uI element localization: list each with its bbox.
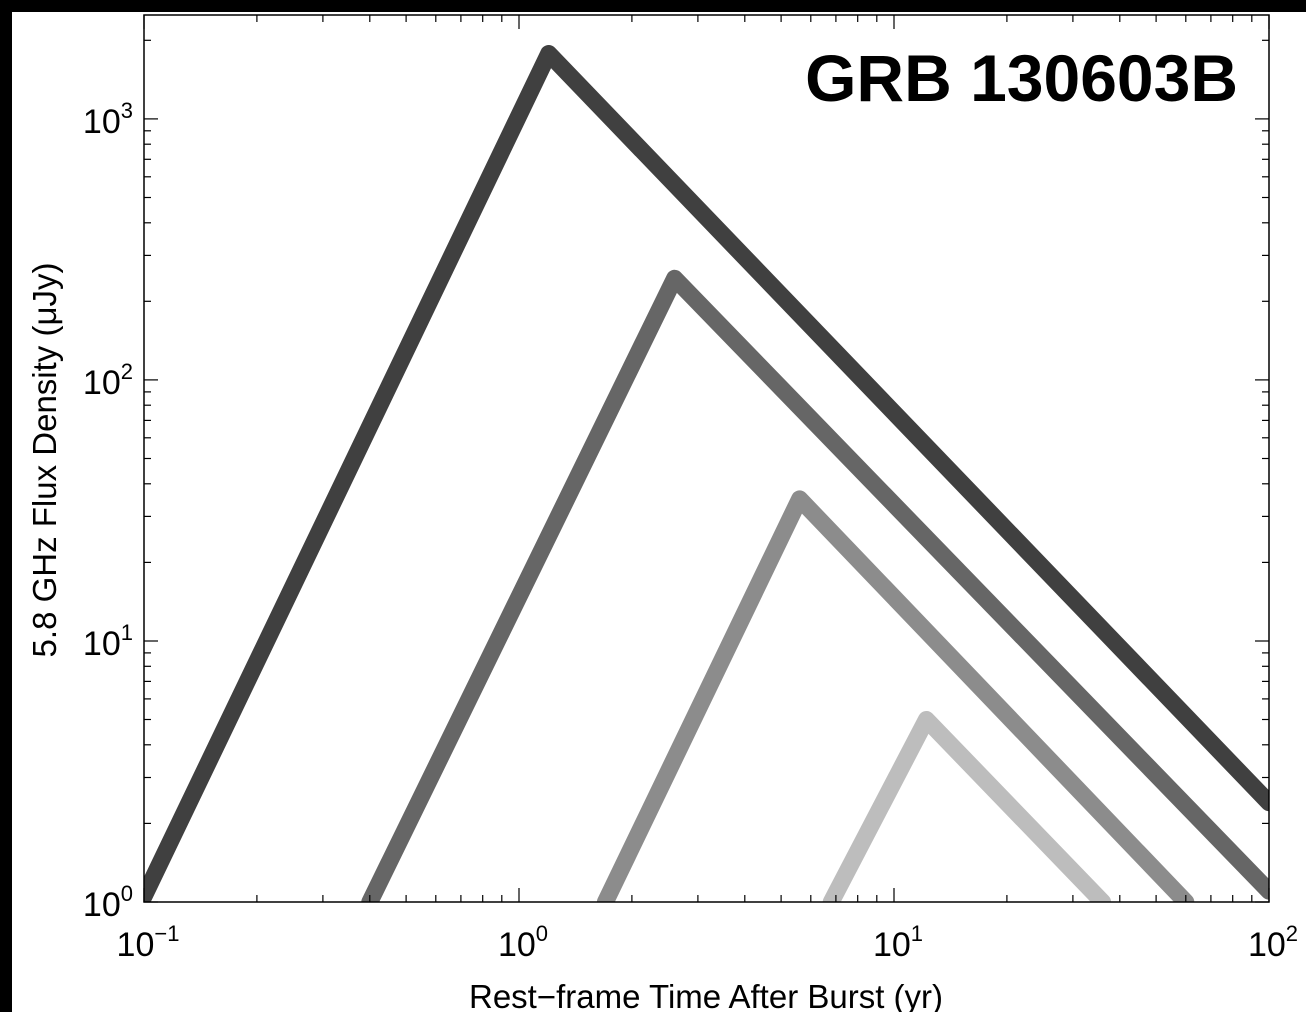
tick-layer xyxy=(143,15,1270,903)
x-tick-label: 101 xyxy=(873,921,923,964)
series-line-3 xyxy=(596,490,1195,902)
y-tick-label: 101 xyxy=(83,620,133,663)
x-tick-label: 10−1 xyxy=(117,921,180,964)
series-line-1 xyxy=(144,45,1269,902)
plot-frame xyxy=(143,14,1270,903)
x-axis-title: Rest−frame Time After Burst (yr) xyxy=(469,978,943,1012)
x-tick-label: 100 xyxy=(498,921,548,964)
series-line-2 xyxy=(361,269,1269,902)
y-tick-label: 100 xyxy=(83,881,133,924)
figure: 10−1 100 101 102 100 101 102 103 GRB 130603B Re… xyxy=(12,12,1306,1012)
x-tick-label: 102 xyxy=(1248,921,1298,964)
chart-title: GRB 130603B xyxy=(805,41,1238,115)
series-layer xyxy=(144,45,1269,902)
y-axis-title: 5.8 GHz Flux Density (μJy) xyxy=(26,263,63,658)
y-tick-label: 103 xyxy=(83,98,133,141)
y-tick-label: 102 xyxy=(83,359,133,402)
series-line-4 xyxy=(822,711,1112,902)
